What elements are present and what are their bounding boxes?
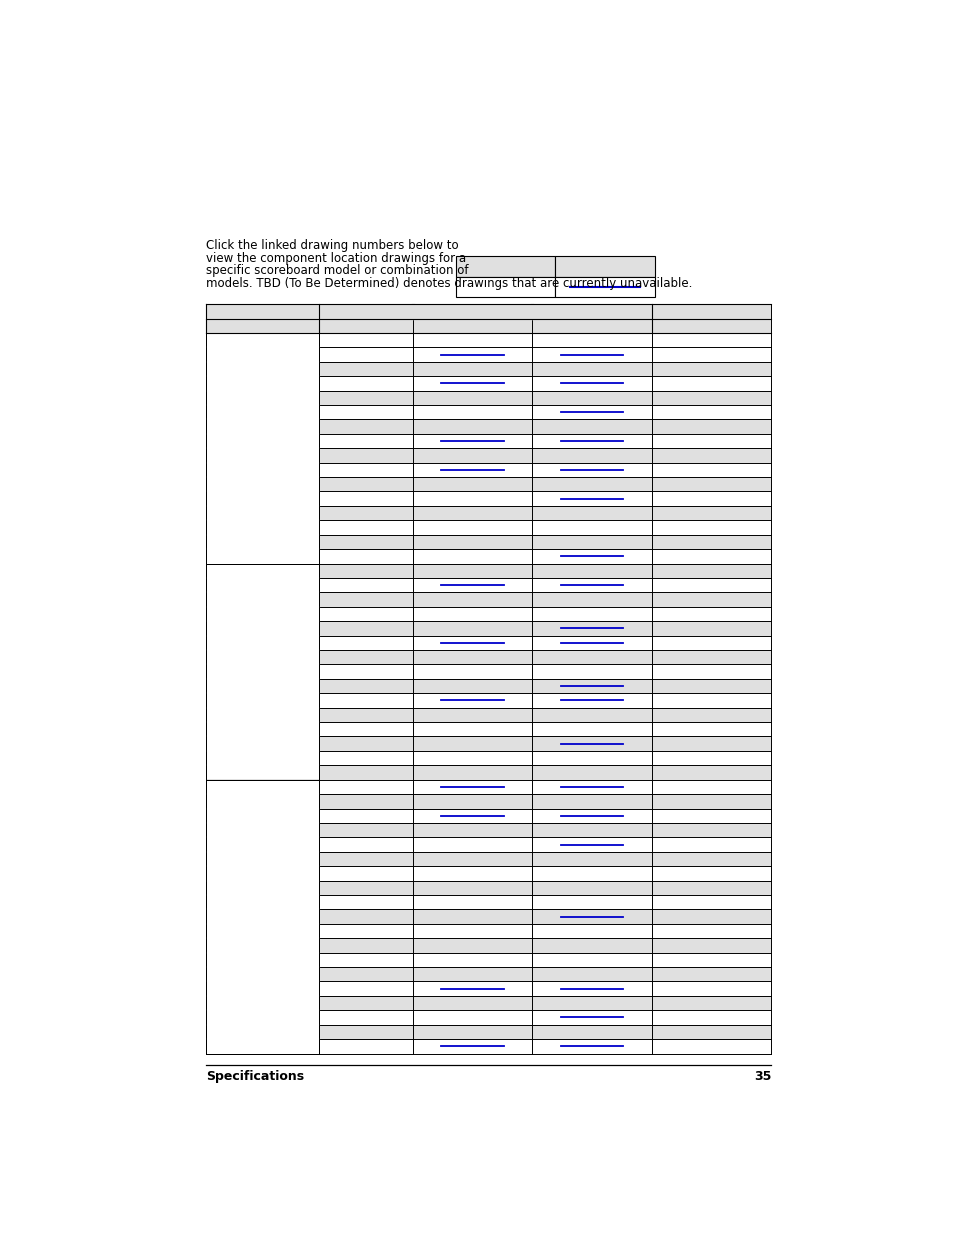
Bar: [206, 823, 771, 837]
Bar: [206, 463, 771, 477]
Bar: [206, 477, 771, 492]
Bar: [456, 256, 555, 277]
Bar: [206, 751, 771, 766]
Bar: [206, 304, 771, 319]
Bar: [206, 1039, 771, 1053]
Bar: [206, 895, 771, 909]
Bar: [206, 377, 771, 390]
Bar: [206, 708, 771, 722]
Bar: [456, 277, 555, 298]
Bar: [206, 679, 771, 693]
Bar: [207, 564, 318, 779]
Bar: [206, 420, 771, 433]
Bar: [206, 909, 771, 924]
Bar: [555, 256, 655, 277]
Bar: [207, 333, 318, 563]
Bar: [206, 433, 771, 448]
Bar: [206, 809, 771, 823]
Bar: [206, 1010, 771, 1025]
Bar: [206, 779, 771, 794]
Bar: [206, 520, 771, 535]
Bar: [206, 866, 771, 881]
Bar: [207, 781, 318, 1052]
Bar: [206, 722, 771, 736]
Bar: [206, 967, 771, 982]
Bar: [206, 1025, 771, 1039]
Bar: [206, 794, 771, 809]
Bar: [206, 506, 771, 520]
Bar: [206, 621, 771, 636]
Text: view the component location drawings for a: view the component location drawings for…: [206, 252, 466, 264]
Bar: [206, 736, 771, 751]
Bar: [206, 837, 771, 852]
Text: specific scoreboard model or combination of: specific scoreboard model or combination…: [206, 264, 469, 277]
Bar: [206, 550, 771, 563]
Bar: [206, 881, 771, 895]
Bar: [206, 636, 771, 650]
Text: Specifications: Specifications: [206, 1070, 304, 1083]
Bar: [206, 995, 771, 1010]
Bar: [206, 982, 771, 995]
Bar: [206, 390, 771, 405]
Bar: [206, 766, 771, 779]
Bar: [206, 578, 771, 593]
Bar: [206, 448, 771, 463]
Bar: [206, 333, 771, 347]
Bar: [206, 939, 771, 952]
Bar: [206, 405, 771, 420]
Text: Click the linked drawing numbers below to: Click the linked drawing numbers below t…: [206, 240, 458, 252]
Bar: [206, 362, 771, 377]
Bar: [206, 606, 771, 621]
Bar: [206, 535, 771, 550]
Bar: [206, 593, 771, 606]
Bar: [206, 319, 771, 333]
Bar: [206, 852, 771, 866]
Bar: [555, 277, 655, 298]
Bar: [206, 347, 771, 362]
Bar: [206, 924, 771, 939]
Bar: [206, 650, 771, 664]
Bar: [206, 664, 771, 679]
Text: models. TBD (To Be Determined) denotes drawings that are currently unavailable.: models. TBD (To Be Determined) denotes d…: [206, 277, 692, 289]
Bar: [206, 492, 771, 506]
Bar: [206, 952, 771, 967]
Bar: [206, 693, 771, 708]
Bar: [206, 563, 771, 578]
Text: 35: 35: [753, 1070, 771, 1083]
